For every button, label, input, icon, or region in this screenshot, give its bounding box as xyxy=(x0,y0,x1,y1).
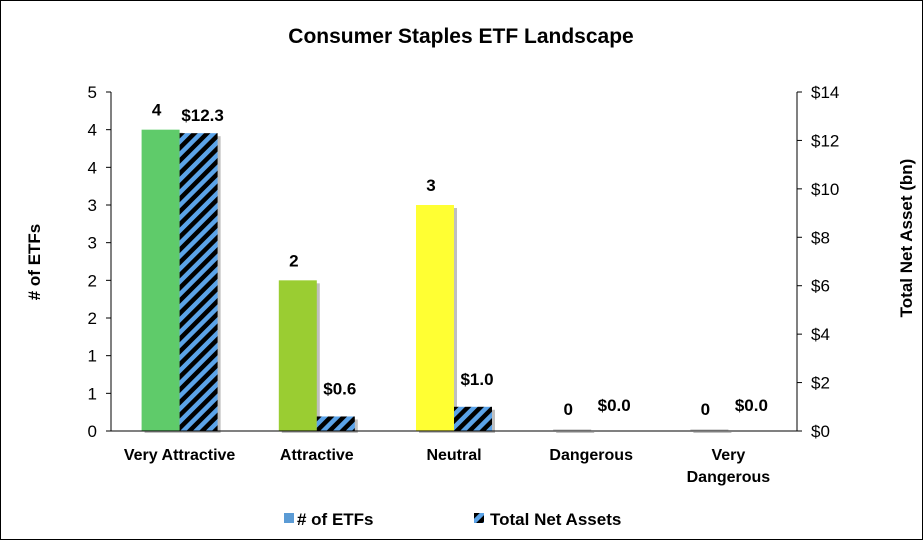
left-tick-label: 2 xyxy=(88,309,97,328)
etf-count-label: 4 xyxy=(152,101,162,120)
etf-count-bar xyxy=(690,429,729,431)
left-tick-label: 3 xyxy=(88,234,97,253)
net-assets-label: $0.0 xyxy=(735,396,768,415)
category-label: Attractive xyxy=(280,447,354,464)
net-assets-bar xyxy=(316,416,355,431)
net-assets-label: $0.0 xyxy=(598,396,631,415)
left-tick-label: 3 xyxy=(88,196,97,215)
legend-label-total-net-assets: Total Net Assets xyxy=(490,510,621,529)
net-assets-bar xyxy=(454,406,492,431)
etf-count-bar-shadow xyxy=(556,432,595,433)
etf-count-bar xyxy=(416,205,454,431)
left-tick-label: 1 xyxy=(88,347,97,366)
net-assets-bar xyxy=(179,133,218,431)
left-tick-label: 0 xyxy=(88,422,97,441)
etf-count-label: 0 xyxy=(563,400,572,419)
left-tick-label: 1 xyxy=(88,384,97,403)
right-tick-label: $2 xyxy=(811,374,830,393)
left-axis: 0 1 1 2 2 3 3 4 4 5 xyxy=(88,83,112,441)
etf-count-bar-shadow xyxy=(693,432,732,433)
right-tick-label: $0 xyxy=(811,422,830,441)
right-axis: $0 $2 $4 $6 $8 $10 $12 $14 xyxy=(796,83,839,441)
etf-count-label: 0 xyxy=(701,400,710,419)
right-tick-label: $10 xyxy=(811,180,839,199)
etf-count-bar xyxy=(553,429,592,431)
right-tick-label: $8 xyxy=(811,228,830,247)
left-tick-label: 5 xyxy=(88,83,97,102)
right-tick-label: $14 xyxy=(811,83,839,102)
category-label: Very Dangerous xyxy=(687,447,771,486)
left-tick-label: 4 xyxy=(88,121,97,140)
right-tick-label: $4 xyxy=(811,325,830,344)
right-axis-title: Total Net Asset (bn) xyxy=(897,159,916,318)
net-assets-label: $12.3 xyxy=(181,106,224,125)
net-assets-label: $1.0 xyxy=(460,370,493,389)
data-labels-group: 4 $12.3 2 $0.6 3 $1.0 0 $0.0 0 $0.0 xyxy=(152,101,768,419)
bars-group xyxy=(141,129,732,433)
left-tick-label: 4 xyxy=(88,158,97,177)
legend-swatch-etfs xyxy=(284,513,294,523)
legend: # of ETFs Total Net Assets xyxy=(284,510,621,529)
legend-swatch-total-net-assets xyxy=(474,513,484,523)
left-axis-title: # of ETFs xyxy=(25,224,44,301)
etf-count-label: 2 xyxy=(289,251,298,270)
net-assets-label: $0.6 xyxy=(323,379,356,398)
chart-title: Consumer Staples ETF Landscape xyxy=(288,25,633,48)
legend-label-etfs: # of ETFs xyxy=(297,510,374,529)
category-labels-group: Very Attractive Attractive Neutral Dangerou… xyxy=(124,447,770,486)
category-label: Very Attractive xyxy=(124,447,236,464)
etf-count-bar xyxy=(141,129,180,431)
left-tick-label: 2 xyxy=(88,271,97,290)
category-label: Dangerous xyxy=(549,447,633,464)
right-tick-label: $12 xyxy=(811,131,839,150)
category-label: Neutral xyxy=(426,447,481,464)
etf-count-bar xyxy=(278,280,317,431)
right-tick-label: $6 xyxy=(811,277,830,296)
etf-count-label: 3 xyxy=(426,176,435,195)
